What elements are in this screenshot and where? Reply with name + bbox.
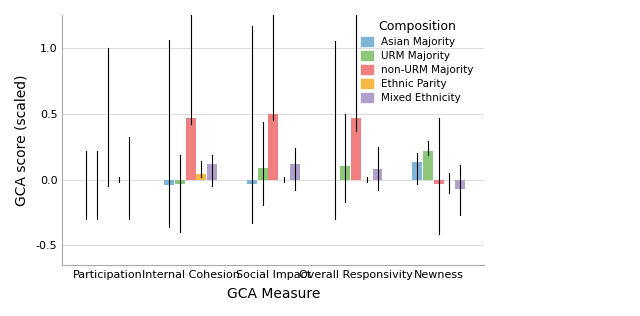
Bar xyxy=(164,179,174,185)
Bar xyxy=(455,179,465,189)
Bar xyxy=(372,169,383,179)
Bar xyxy=(351,118,361,179)
Bar xyxy=(423,151,433,179)
Bar xyxy=(268,114,278,179)
Bar xyxy=(290,164,300,179)
Bar xyxy=(196,174,206,179)
Bar xyxy=(207,164,217,179)
Bar xyxy=(412,162,422,179)
Y-axis label: GCA score (scaled): GCA score (scaled) xyxy=(15,74,29,206)
Bar xyxy=(247,179,257,184)
X-axis label: GCA Measure: GCA Measure xyxy=(227,287,320,301)
Bar xyxy=(258,168,268,179)
Legend: Asian Majority, URM Majority, non-URM Majority, Ethnic Parity, Mixed Ethnicity: Asian Majority, URM Majority, non-URM Ma… xyxy=(355,15,479,108)
Bar xyxy=(186,118,196,179)
Bar xyxy=(340,167,350,179)
Bar xyxy=(434,179,444,184)
Bar xyxy=(175,179,185,184)
